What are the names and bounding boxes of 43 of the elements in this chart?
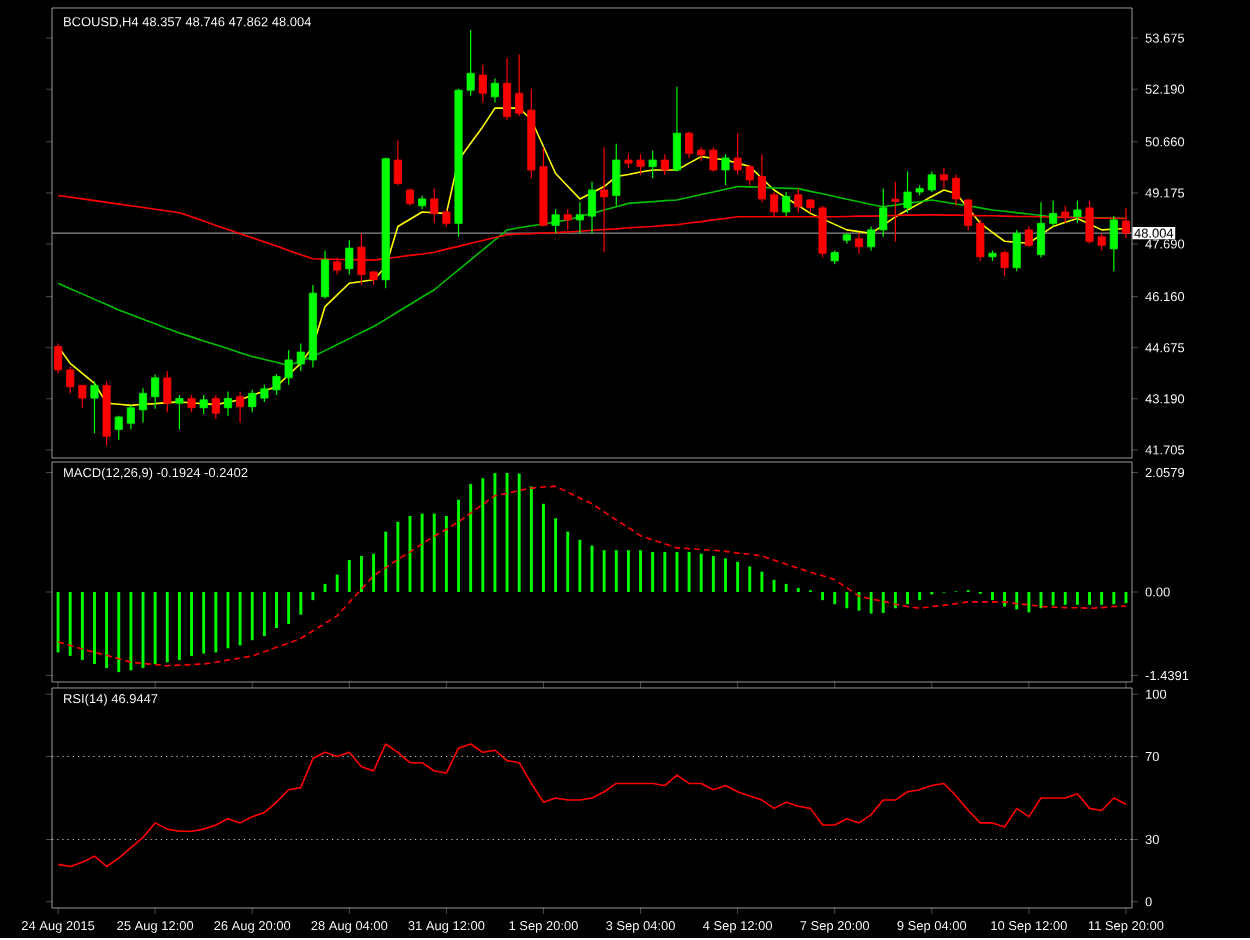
candlestick bbox=[223, 391, 232, 417]
candlestick bbox=[211, 394, 220, 420]
candlestick bbox=[685, 131, 694, 159]
candlestick bbox=[757, 153, 766, 204]
candlestick bbox=[515, 54, 524, 118]
candlestick bbox=[321, 250, 330, 300]
candlestick bbox=[1109, 215, 1118, 273]
candlestick bbox=[151, 374, 160, 410]
candlestick bbox=[648, 150, 657, 180]
candlestick bbox=[575, 202, 584, 235]
candlestick bbox=[660, 153, 669, 176]
candlestick bbox=[587, 181, 597, 235]
candlestick bbox=[854, 233, 864, 255]
candlestick bbox=[1000, 250, 1009, 278]
candlestick bbox=[90, 380, 99, 435]
candlestick bbox=[393, 140, 402, 187]
candlestick bbox=[345, 239, 354, 276]
candlestick bbox=[199, 394, 208, 415]
candlestick bbox=[175, 394, 184, 431]
candlestick bbox=[612, 143, 621, 207]
candlestick bbox=[952, 174, 961, 207]
candlestick bbox=[490, 78, 499, 104]
candlestick bbox=[721, 153, 730, 187]
candlestick bbox=[126, 405, 135, 431]
candlestick bbox=[54, 343, 63, 375]
candlestick bbox=[1073, 200, 1082, 224]
candlestick bbox=[1049, 200, 1058, 228]
candlestick bbox=[672, 86, 681, 173]
candlestick bbox=[478, 64, 487, 104]
candlestick bbox=[1012, 229, 1021, 273]
candlestick bbox=[163, 370, 172, 414]
candlestick bbox=[138, 387, 148, 424]
candlestick bbox=[939, 167, 948, 190]
candlestick bbox=[563, 208, 572, 231]
candlestick bbox=[503, 57, 512, 121]
candlestick bbox=[867, 226, 876, 252]
candlestick bbox=[114, 415, 123, 441]
candlestick bbox=[1024, 226, 1033, 248]
candlestick bbox=[782, 191, 791, 217]
candlestick bbox=[879, 188, 888, 238]
candlestick bbox=[236, 391, 245, 424]
candlestick bbox=[551, 208, 560, 235]
candlestick bbox=[1036, 202, 1046, 259]
